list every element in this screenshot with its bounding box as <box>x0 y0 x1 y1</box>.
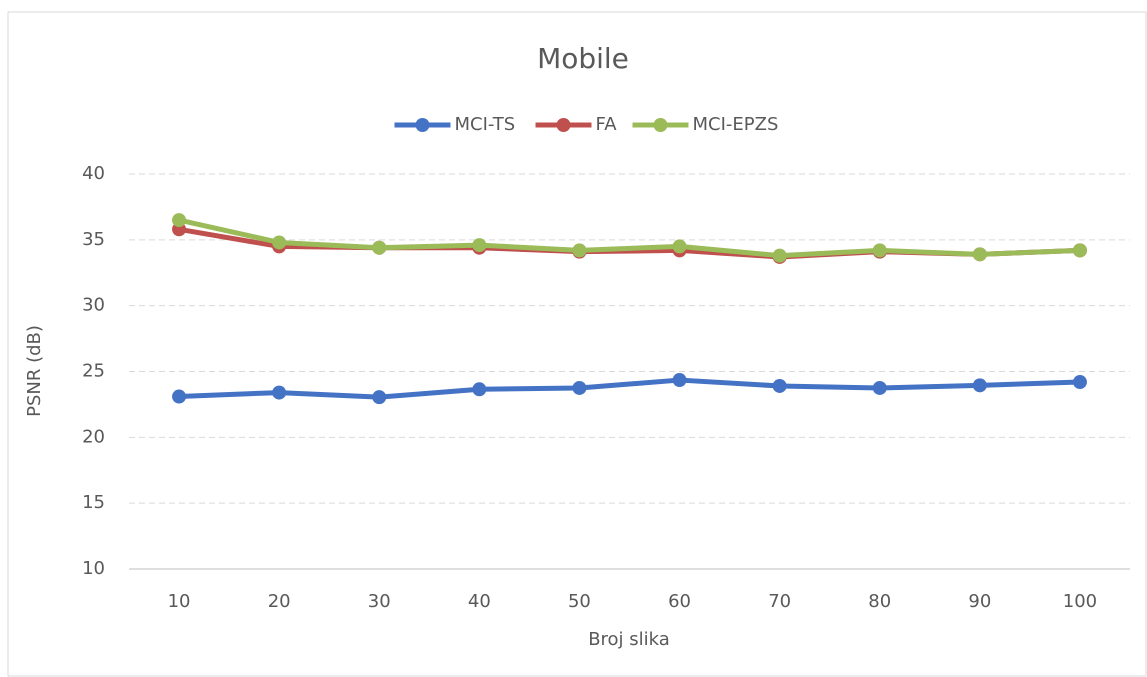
x-tick-label: 40 <box>468 591 491 612</box>
legend-label: MCI-EPZS <box>693 114 779 135</box>
data-point <box>172 389 187 404</box>
y-tick-label: 25 <box>82 361 105 382</box>
x-tick-label: 30 <box>368 591 391 612</box>
legend-label: FA <box>596 114 618 135</box>
y-tick-label: 10 <box>82 558 105 579</box>
data-point <box>872 380 887 395</box>
series-line <box>176 377 1083 400</box>
x-tick-label: 90 <box>968 591 991 612</box>
y-tick-label: 30 <box>82 295 105 316</box>
data-point <box>1072 243 1087 258</box>
data-point <box>572 380 587 395</box>
data-point <box>772 248 787 263</box>
data-point <box>472 238 487 253</box>
data-point <box>672 373 687 388</box>
legend-marker <box>415 118 430 132</box>
data-point <box>572 243 587 258</box>
data-point <box>772 378 787 393</box>
data-point <box>372 240 387 255</box>
x-tick-label: 80 <box>868 591 891 612</box>
x-tick-label: 20 <box>268 591 291 612</box>
chart-title: Mobile <box>537 42 629 75</box>
x-tick-label: 50 <box>568 591 591 612</box>
x-tick-label: 10 <box>168 591 191 612</box>
x-tick-label: 100 <box>1063 591 1097 612</box>
y-tick-label: 20 <box>82 426 105 447</box>
data-point <box>872 243 887 258</box>
legend-marker <box>556 118 571 132</box>
data-point <box>372 390 387 405</box>
legend-label: MCI-TS <box>455 114 516 135</box>
data-point <box>1072 375 1087 390</box>
legend-marker <box>653 118 668 132</box>
data-point <box>472 382 487 397</box>
data-point <box>972 378 987 393</box>
y-tick-label: 40 <box>82 163 105 184</box>
x-tick-label: 60 <box>668 591 691 612</box>
data-point <box>672 239 687 254</box>
x-tick-label: 70 <box>768 591 791 612</box>
data-point <box>172 213 187 228</box>
data-point <box>272 235 287 250</box>
y-tick-label: 35 <box>82 229 105 250</box>
series-line <box>176 217 1083 259</box>
x-axis-label: Broj slika <box>588 629 670 650</box>
data-point <box>272 385 287 400</box>
data-point <box>972 247 987 262</box>
y-axis-label: PSNR (dB) <box>24 325 45 417</box>
y-tick-label: 15 <box>82 492 105 513</box>
chart-border <box>7 11 1147 677</box>
